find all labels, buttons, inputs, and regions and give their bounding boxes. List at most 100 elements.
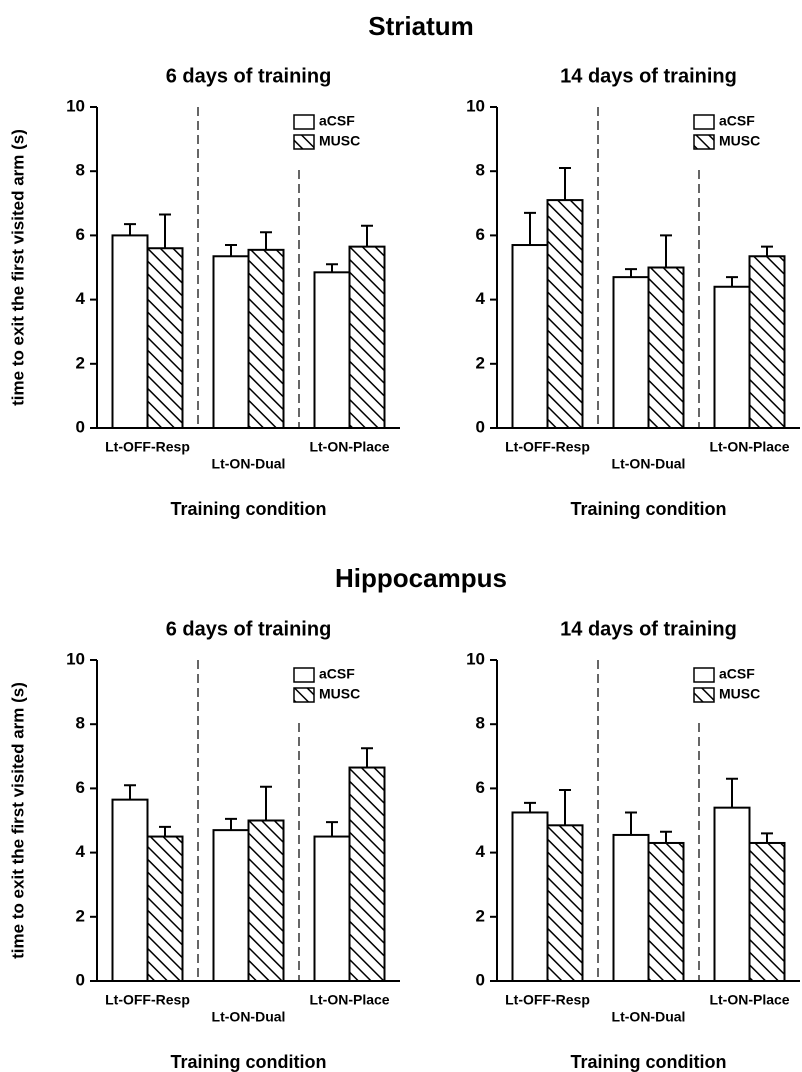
bar bbox=[546, 824, 584, 982]
y-tick-label: 10 bbox=[66, 649, 85, 668]
x-tick-label: Lt-OFF-Resp bbox=[105, 439, 190, 455]
y-tick-label: 2 bbox=[476, 906, 485, 925]
error-bar bbox=[124, 784, 136, 800]
bar bbox=[212, 829, 250, 982]
bar bbox=[612, 276, 650, 429]
error-bar bbox=[225, 817, 237, 831]
y-tick-label: 0 bbox=[476, 417, 485, 436]
x-tick-label: Lt-ON-Place bbox=[709, 439, 789, 455]
bar bbox=[748, 255, 786, 430]
bar bbox=[647, 266, 685, 429]
bar bbox=[612, 833, 650, 982]
error-bar bbox=[260, 231, 272, 250]
x-tick-label: Lt-OFF-Resp bbox=[505, 992, 590, 1008]
bar bbox=[511, 811, 549, 982]
y-tick-label: 0 bbox=[76, 970, 85, 989]
y-axis-label: time to exit the first visited arm (s) bbox=[8, 129, 27, 406]
legend-swatch bbox=[293, 667, 315, 683]
x-tick-label: Lt-ON-Place bbox=[709, 992, 789, 1008]
legend-label: MUSC bbox=[719, 686, 760, 702]
error-bar bbox=[761, 832, 773, 843]
y-tick-label: 8 bbox=[476, 714, 485, 733]
legend-label: MUSC bbox=[319, 686, 360, 702]
x-axis-label: Training condition bbox=[571, 499, 727, 519]
bar bbox=[247, 819, 285, 982]
error-bar bbox=[326, 263, 338, 273]
error-bar bbox=[361, 224, 373, 247]
x-tick-label: Lt-ON-Dual bbox=[612, 456, 686, 472]
error-bar bbox=[159, 825, 171, 837]
x-tick-label: Lt-OFF-Resp bbox=[105, 992, 190, 1008]
bar bbox=[146, 835, 184, 982]
y-tick-label: 6 bbox=[76, 225, 85, 244]
legend-swatch bbox=[293, 134, 315, 150]
x-axis-label: Training condition bbox=[171, 1052, 327, 1072]
legend-label: MUSC bbox=[719, 133, 760, 149]
bar bbox=[111, 234, 149, 429]
error-bar bbox=[524, 211, 536, 246]
x-axis-label: Training condition bbox=[571, 1052, 727, 1072]
x-tick-label: Lt-ON-Dual bbox=[212, 456, 286, 472]
y-tick-label: 8 bbox=[76, 714, 85, 733]
error-bar bbox=[625, 268, 637, 278]
legend-label: aCSF bbox=[719, 113, 755, 129]
error-bar bbox=[625, 811, 637, 835]
bar bbox=[348, 245, 386, 429]
error-bar bbox=[361, 747, 373, 768]
bar bbox=[313, 271, 351, 429]
chart-title: 6 days of training bbox=[166, 65, 332, 87]
error-bar bbox=[726, 276, 738, 287]
bar bbox=[313, 835, 351, 982]
error-bar bbox=[524, 801, 536, 813]
legend-label: aCSF bbox=[319, 113, 355, 129]
y-tick-label: 10 bbox=[466, 96, 485, 115]
x-tick-label: Lt-ON-Place bbox=[309, 992, 389, 1008]
y-tick-label: 4 bbox=[76, 842, 86, 861]
bar bbox=[146, 247, 184, 429]
legend-label: aCSF bbox=[719, 666, 755, 682]
error-bar bbox=[660, 234, 672, 268]
chart-title: 6 days of training bbox=[166, 618, 332, 640]
section-heading: Striatum bbox=[368, 11, 473, 41]
legend-swatch bbox=[293, 687, 315, 703]
legend-swatch bbox=[693, 134, 715, 150]
bar bbox=[713, 285, 751, 430]
chart-title: 14 days of training bbox=[560, 618, 737, 640]
x-tick-label: Lt-ON-Dual bbox=[212, 1009, 286, 1025]
legend-swatch bbox=[293, 114, 315, 130]
y-tick-label: 4 bbox=[476, 842, 486, 861]
bar bbox=[748, 841, 786, 982]
error-bar bbox=[159, 213, 171, 249]
error-bar bbox=[761, 245, 773, 257]
legend-swatch bbox=[693, 114, 715, 130]
legend-swatch bbox=[693, 667, 715, 683]
y-tick-label: 10 bbox=[66, 96, 85, 115]
error-bar bbox=[260, 785, 272, 821]
y-axis-label: time to exit the first visited arm (s) bbox=[8, 682, 27, 959]
legend-label: aCSF bbox=[319, 666, 355, 682]
y-tick-label: 10 bbox=[466, 649, 485, 668]
error-bar bbox=[225, 244, 237, 257]
x-tick-label: Lt-OFF-Resp bbox=[505, 439, 590, 455]
legend-swatch bbox=[693, 687, 715, 703]
bar bbox=[546, 199, 584, 429]
y-tick-label: 2 bbox=[476, 353, 485, 372]
x-tick-label: Lt-ON-Place bbox=[309, 439, 389, 455]
bar bbox=[713, 806, 751, 982]
legend-label: MUSC bbox=[319, 133, 360, 149]
error-bar bbox=[124, 223, 136, 236]
y-tick-label: 0 bbox=[76, 417, 85, 436]
y-tick-label: 2 bbox=[76, 353, 85, 372]
bar bbox=[348, 766, 386, 982]
y-tick-label: 8 bbox=[76, 161, 85, 180]
bar bbox=[647, 841, 685, 982]
y-tick-label: 8 bbox=[476, 161, 485, 180]
error-bar bbox=[726, 777, 738, 808]
section-heading: Hippocampus bbox=[335, 563, 507, 593]
bar bbox=[247, 248, 285, 429]
bar bbox=[212, 255, 250, 430]
chart-title: 14 days of training bbox=[560, 65, 737, 87]
x-tick-label: Lt-ON-Dual bbox=[612, 1009, 686, 1025]
x-axis-label: Training condition bbox=[171, 499, 327, 519]
